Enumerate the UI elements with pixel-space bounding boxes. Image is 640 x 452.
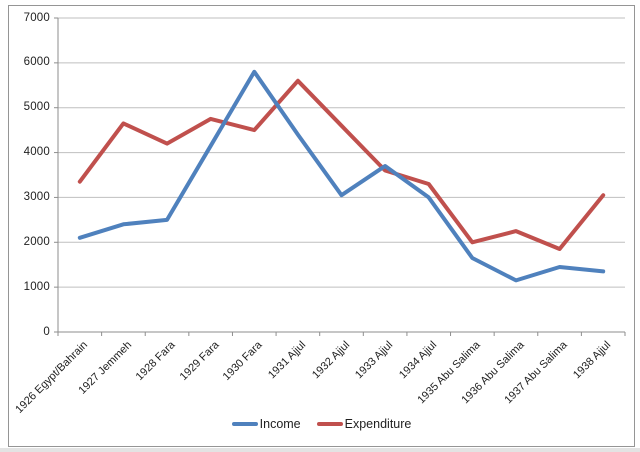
y-axis-label: 6000 xyxy=(23,56,50,69)
y-axis-label: 4000 xyxy=(23,146,50,159)
y-axis-label: 3000 xyxy=(23,190,50,203)
legend-swatch-expenditure-line xyxy=(316,422,343,426)
page-edge-strip xyxy=(0,448,640,452)
y-axis-label: 2000 xyxy=(23,235,50,248)
y-axis-label: 1000 xyxy=(23,280,50,293)
series-line-income xyxy=(77,69,606,283)
line-chart-plot xyxy=(54,17,626,336)
y-axis-label: 0 xyxy=(43,325,50,338)
legend-swatch-income-line xyxy=(231,422,258,426)
legend-label-income: Income xyxy=(259,417,301,431)
y-axis-label: 5000 xyxy=(23,101,50,114)
legend-label-expenditure: Expenditure xyxy=(344,417,412,431)
legend-item-expenditure: Expenditure xyxy=(316,417,412,431)
legend-item-income: Income xyxy=(231,417,301,431)
chart-frame: Income Expenditure 0 1000 2000 3000 4000 5000… xyxy=(8,5,635,447)
chart-legend: Income Expenditure xyxy=(9,417,634,431)
series-line-expenditure xyxy=(77,78,606,251)
y-axis-label: 7000 xyxy=(23,11,50,24)
